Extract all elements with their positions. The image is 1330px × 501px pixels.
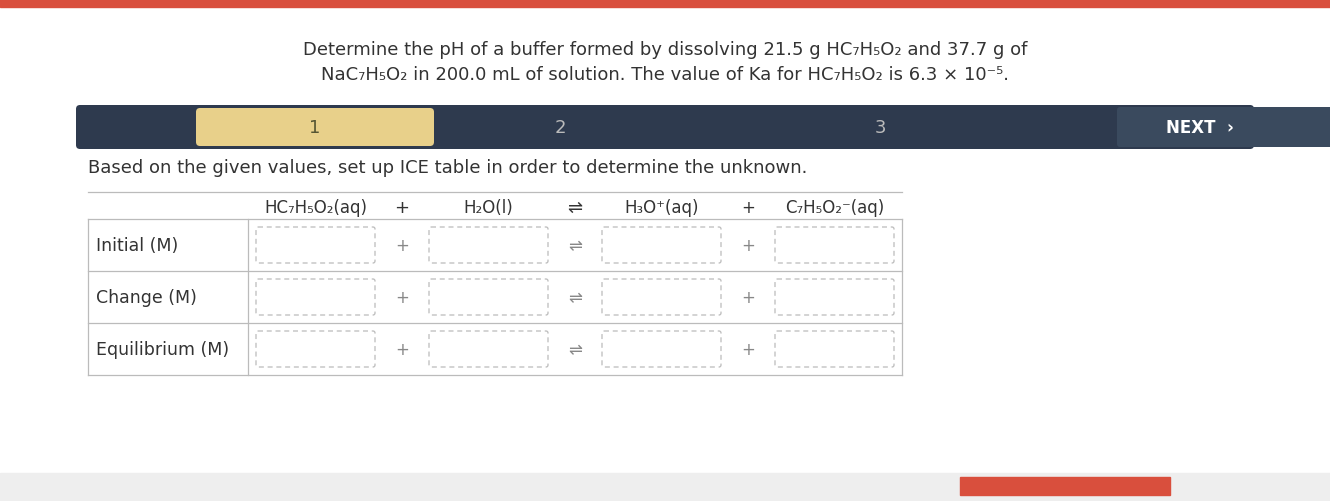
FancyBboxPatch shape: [255, 331, 375, 367]
Text: ⇌: ⇌: [568, 198, 583, 216]
FancyBboxPatch shape: [775, 280, 894, 315]
Text: +: +: [395, 236, 408, 255]
Text: C₇H₅O₂⁻(aq): C₇H₅O₂⁻(aq): [785, 198, 884, 216]
Text: Determine the pH of a buffer formed by dissolving 21.5 g HC₇H₅O₂ and 37.7 g of: Determine the pH of a buffer formed by d…: [303, 41, 1027, 59]
Text: Change (M): Change (M): [96, 289, 197, 307]
Text: +: +: [395, 198, 410, 216]
FancyBboxPatch shape: [602, 280, 721, 315]
Text: H₂O(l): H₂O(l): [464, 198, 513, 216]
Text: NaC₇H₅O₂ in 200.0 mL of solution. The value of Ka for HC₇H₅O₂ is 6.3 × 10⁻⁵.: NaC₇H₅O₂ in 200.0 mL of solution. The va…: [321, 66, 1009, 84]
FancyBboxPatch shape: [255, 227, 375, 264]
FancyBboxPatch shape: [430, 227, 548, 264]
Bar: [0, 473, 1330, 501]
Text: Based on the given values, set up ICE table in order to determine the unknown.: Based on the given values, set up ICE ta…: [88, 159, 807, 177]
Text: +: +: [741, 289, 755, 307]
Text: 3: 3: [874, 119, 886, 137]
FancyBboxPatch shape: [255, 280, 375, 315]
Text: ⇌: ⇌: [568, 289, 583, 307]
FancyBboxPatch shape: [775, 227, 894, 264]
FancyBboxPatch shape: [602, 331, 721, 367]
Text: 2: 2: [555, 119, 565, 137]
FancyBboxPatch shape: [602, 227, 721, 264]
Text: H₃O⁺(aq): H₃O⁺(aq): [624, 198, 698, 216]
Text: NEXT  ›: NEXT ›: [1166, 119, 1234, 137]
Text: +: +: [741, 340, 755, 358]
FancyBboxPatch shape: [430, 280, 548, 315]
Text: ⇌: ⇌: [568, 236, 583, 255]
Text: Equilibrium (M): Equilibrium (M): [96, 340, 229, 358]
FancyBboxPatch shape: [775, 331, 894, 367]
FancyBboxPatch shape: [430, 331, 548, 367]
Text: +: +: [395, 340, 408, 358]
Text: ⇌: ⇌: [568, 340, 583, 358]
Text: +: +: [395, 289, 408, 307]
Text: 1: 1: [310, 119, 321, 137]
FancyBboxPatch shape: [196, 109, 434, 147]
Text: +: +: [741, 198, 755, 216]
Bar: [960, 477, 1170, 495]
Text: Initial (M): Initial (M): [96, 236, 178, 255]
Text: HC₇H₅O₂(aq): HC₇H₅O₂(aq): [263, 198, 367, 216]
Text: +: +: [741, 236, 755, 255]
FancyBboxPatch shape: [1117, 108, 1330, 148]
Bar: [0, 0, 1330, 8]
FancyBboxPatch shape: [76, 106, 1254, 150]
